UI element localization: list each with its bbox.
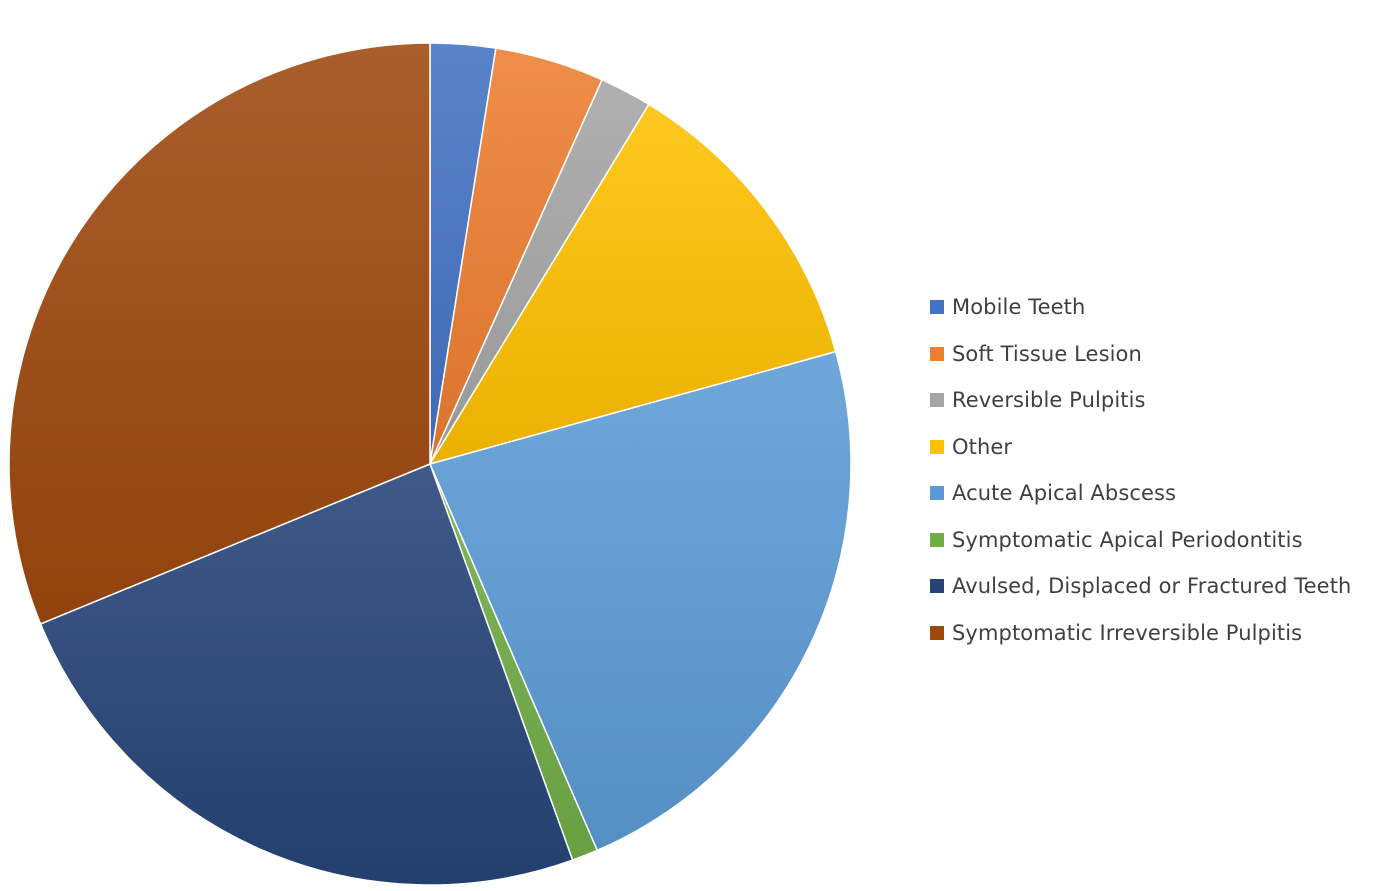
legend-label: Mobile Teeth [952,295,1086,320]
legend-swatch [930,346,944,361]
legend-label: Symptomatic Apical Periodontitis [952,527,1303,552]
legend-item-reversible-pulpitis: Reversible Pulpitis [930,377,1351,424]
legend-label: Symptomatic Irreversible Pulpitis [952,620,1303,645]
legend-item-symptomatic-apical-periodontitis: Symptomatic Apical Periodontitis [930,517,1351,564]
legend-item-soft-tissue-lesion: Soft Tissue Lesion [930,331,1351,378]
legend-swatch [930,393,944,408]
legend-swatch [930,579,944,594]
legend-swatch [930,486,944,501]
pie-slice-avulsed-displaced-or-fractured-teeth [39,463,574,886]
legend-swatch [930,439,944,454]
legend-item-symptomatic-irreversible-pulpitis: Symptomatic Irreversible Pulpitis [930,610,1351,657]
legend-item-acute-apical-abscess: Acute Apical Abscess [930,470,1351,517]
legend-label: Soft Tissue Lesion [952,341,1142,366]
pie-slices [8,42,852,886]
legend-item-avulsed-displaced-or-fractured-teeth: Avulsed, Displaced or Fractured Teeth [930,563,1351,610]
legend-label: Reversible Pulpitis [952,388,1146,413]
legend-swatch [930,532,944,547]
legend-swatch [930,300,944,315]
legend-swatch [930,625,944,640]
legend-label: Acute Apical Abscess [952,481,1177,506]
legend-label: Avulsed, Displaced or Fractured Teeth [952,574,1352,599]
legend-item-mobile-teeth: Mobile Teeth [930,284,1351,331]
legend-item-other: Other [930,424,1351,471]
pie-slice-other [429,103,837,465]
chart-legend: Mobile Teeth Soft Tissue Lesion Reversible… [930,284,1351,656]
legend-label: Other [952,434,1013,459]
pie-chart [8,42,852,886]
pie-slice-acute-apical-abscess [429,350,852,852]
pie-slice-symptomatic-irreversible-pulpitis [8,42,431,625]
